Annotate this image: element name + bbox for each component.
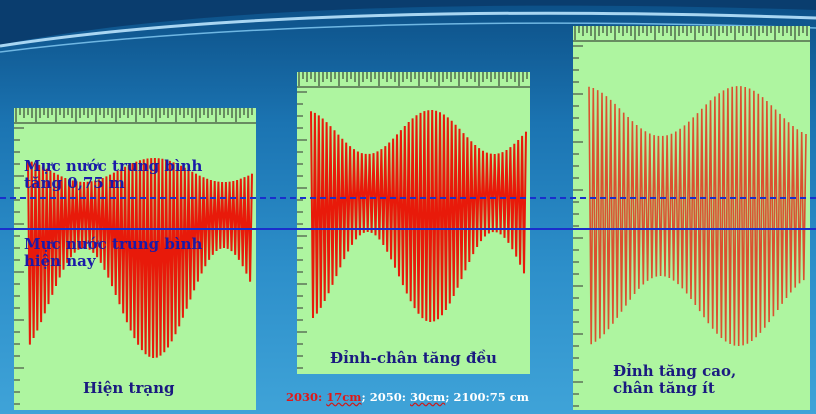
- time-ruler: [297, 72, 530, 88]
- caption-peak-rise: Đỉnh tăng cao, chân tăng ít: [613, 362, 737, 397]
- caption-uniform-rise: Đỉnh-chân tăng đều: [330, 349, 497, 367]
- tide-wave-peak: [573, 45, 807, 407]
- tide-wave-uniform: [297, 91, 527, 369]
- current-mean-level-line: [0, 228, 816, 230]
- chart-panel-uniform-rise: [297, 72, 530, 374]
- projection-note: 2030: 17cm; 2050: 30cm; 2100:75 cm: [286, 390, 529, 404]
- raised-mean-level-line: [0, 197, 816, 199]
- chart-panel-peak-rise: [573, 26, 810, 410]
- time-ruler: [14, 108, 256, 124]
- raised-level-label: Mực nước trung bình tăng 0,75 m: [24, 157, 203, 192]
- time-ruler: [573, 26, 810, 42]
- header-swoosh: [0, 0, 816, 53]
- current-level-label: Mực nước trung bình hiện nay: [24, 235, 203, 270]
- caption-current: Hiện trạng: [83, 379, 175, 397]
- chart-panel-current: [14, 108, 256, 410]
- tide-wave-current: [14, 127, 253, 405]
